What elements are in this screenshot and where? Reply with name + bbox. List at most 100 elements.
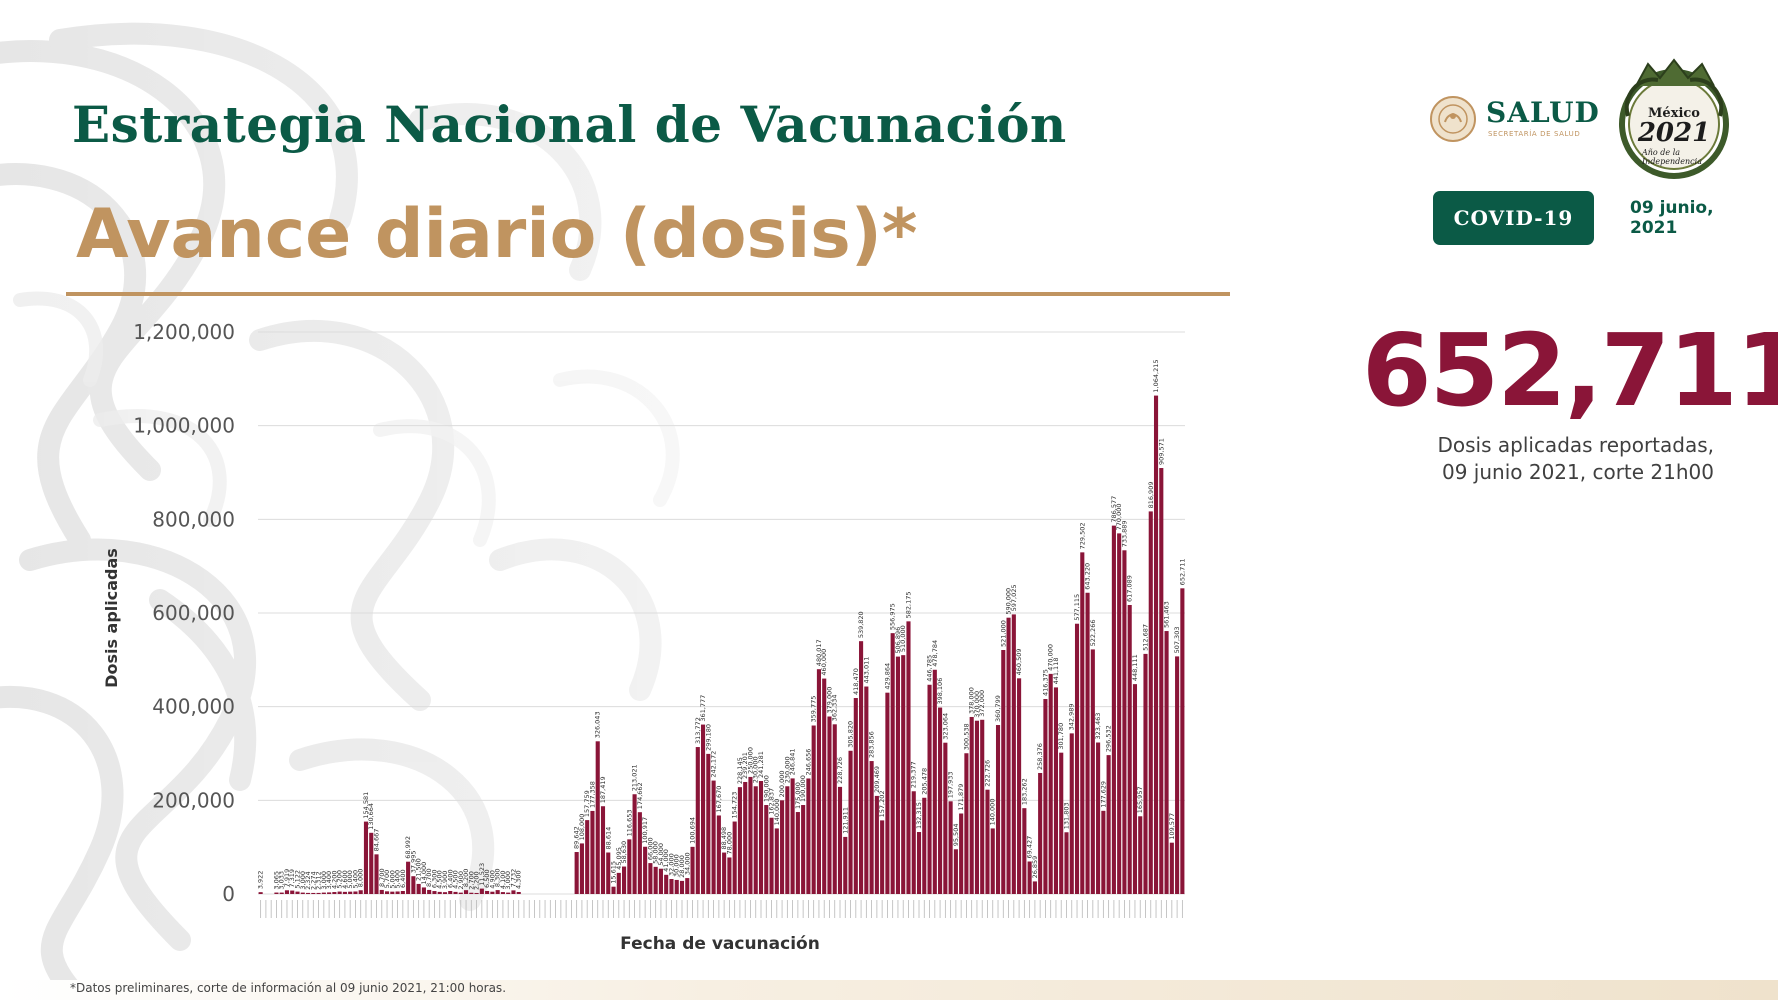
bar [880, 820, 885, 894]
bar [1138, 816, 1143, 894]
bar-value-label: 3,922 [257, 871, 265, 890]
bar-value-label: 7,732 [509, 869, 517, 888]
bar-value-label: 246,841 [789, 749, 797, 776]
bar [400, 891, 405, 894]
bar [774, 828, 779, 894]
bar-value-label: 177,629 [1099, 781, 1107, 808]
bar [1011, 614, 1016, 894]
page-title: Estrategia Nacional de Vacunación [72, 95, 1067, 154]
bar [1069, 733, 1074, 894]
bar-value-label: 460,000 [820, 649, 828, 676]
bar-value-label: 2,700 [467, 871, 475, 890]
bar [611, 886, 616, 894]
bar [911, 791, 916, 894]
bar-value-label: 100,694 [689, 817, 697, 844]
bar-value-label: 167,670 [715, 786, 723, 813]
y-tick-labels: 0 200,000 400,000 600,000 800,000 1,000,000 1,… [133, 320, 235, 906]
bar [416, 883, 421, 894]
bar-value-label: 7,319 [288, 869, 296, 888]
bar-value-label: 460,509 [1015, 648, 1023, 675]
bar-value-label: 5,000 [346, 870, 354, 889]
bar-value-label: 556,975 [889, 603, 897, 630]
bar-value-label: 2,324 [304, 871, 312, 890]
bar-value-label: 177,358 [588, 781, 596, 808]
mexico-tagline: Año de la Independencia [1642, 148, 1702, 166]
y-tick-label: 400,000 [152, 695, 235, 719]
bar [1059, 752, 1064, 894]
bar-value-label: 786,577 [1110, 496, 1118, 523]
bar-value-label: 132,315 [915, 802, 923, 829]
bar-value-label: 4,300 [515, 870, 523, 889]
bar [743, 781, 748, 894]
bar-value-label: 157,202 [878, 790, 886, 817]
bar-value-label: 165,957 [1136, 786, 1144, 813]
bar-value-label: 3,033 [278, 871, 286, 890]
bar [737, 787, 742, 894]
bar [442, 892, 448, 894]
bar-value-label: 228,145 [736, 757, 744, 784]
bar-value-label: 8,300 [494, 869, 502, 888]
salud-name: SALUD [1486, 96, 1600, 129]
bar [916, 832, 922, 894]
bar-value-label: 200,000 [778, 770, 786, 797]
bar [421, 887, 426, 894]
bar-value-label: 175,000 [794, 782, 802, 809]
bar [716, 815, 721, 894]
bar-value-label: 197,933 [947, 771, 955, 798]
footnote-text: *Datos preliminares, corte de informació… [70, 981, 507, 995]
bar-value-label: 313,772 [694, 717, 702, 744]
bar-value-label: 416,375 [1041, 669, 1049, 696]
bar [906, 621, 911, 894]
bar [353, 891, 358, 894]
bar [706, 753, 711, 894]
bar [732, 821, 737, 894]
bar-value-label: 2,200 [473, 871, 481, 890]
bar-value-label: 37,995 [409, 850, 417, 873]
bar [653, 866, 658, 894]
bar-value-label: 5,400 [351, 870, 359, 889]
bar-value-label: 58,000 [652, 841, 660, 864]
salud-logo: SALUD SECRETARÍA DE SALUD [1428, 92, 1600, 146]
bar [943, 742, 948, 894]
bar [1164, 631, 1169, 894]
bar [980, 719, 985, 894]
bar [579, 843, 584, 894]
bar-value-label: 643,220 [1084, 563, 1092, 590]
bar [780, 800, 785, 894]
mexico-label: México [1648, 106, 1700, 121]
bar [679, 880, 685, 894]
bar-value-label: 239,201 [741, 752, 749, 779]
bar [574, 852, 579, 894]
bar-value-label: 250,000 [746, 747, 754, 774]
bar [479, 888, 484, 894]
bar-value-label: 816,909 [1147, 482, 1155, 509]
bar [1017, 678, 1022, 894]
bar [279, 892, 284, 894]
bar [769, 817, 774, 894]
bar-value-label: 480,017 [815, 639, 823, 666]
bar [890, 633, 895, 894]
bar [1153, 395, 1159, 894]
bar-value-label: 30,000 [673, 854, 681, 877]
bar-value-label: 88,498 [720, 827, 728, 850]
bar-value-label: 379,000 [825, 687, 833, 714]
bar [448, 891, 453, 894]
bar-value-label: 539,820 [857, 611, 865, 638]
bar-value-label: 258,376 [1036, 743, 1044, 770]
bar [463, 890, 469, 894]
bar-value-label: 15,615 [610, 861, 618, 884]
bar [690, 846, 695, 894]
bar-value-label: 4,200 [330, 870, 338, 889]
bar-value-label: 6,400 [446, 869, 454, 888]
bar [1090, 649, 1095, 894]
bar-value-label: 162,837 [768, 788, 776, 815]
bar-value-label: 154,581 [362, 792, 370, 819]
bar [864, 686, 869, 894]
bar [869, 761, 874, 894]
bar-value-label: 5,400 [394, 870, 402, 889]
bar [1122, 550, 1127, 894]
bar [363, 821, 369, 894]
bar [822, 678, 827, 894]
bar-value-label: 241,281 [757, 751, 765, 778]
bar [648, 863, 653, 894]
